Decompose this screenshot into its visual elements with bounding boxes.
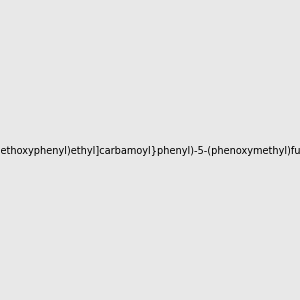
Text: N-(2-{[2-(3,4-dimethoxyphenyl)ethyl]carbamoyl}phenyl)-5-(phenoxymethyl)furan-2-c: N-(2-{[2-(3,4-dimethoxyphenyl)ethyl]carb… xyxy=(0,146,300,157)
